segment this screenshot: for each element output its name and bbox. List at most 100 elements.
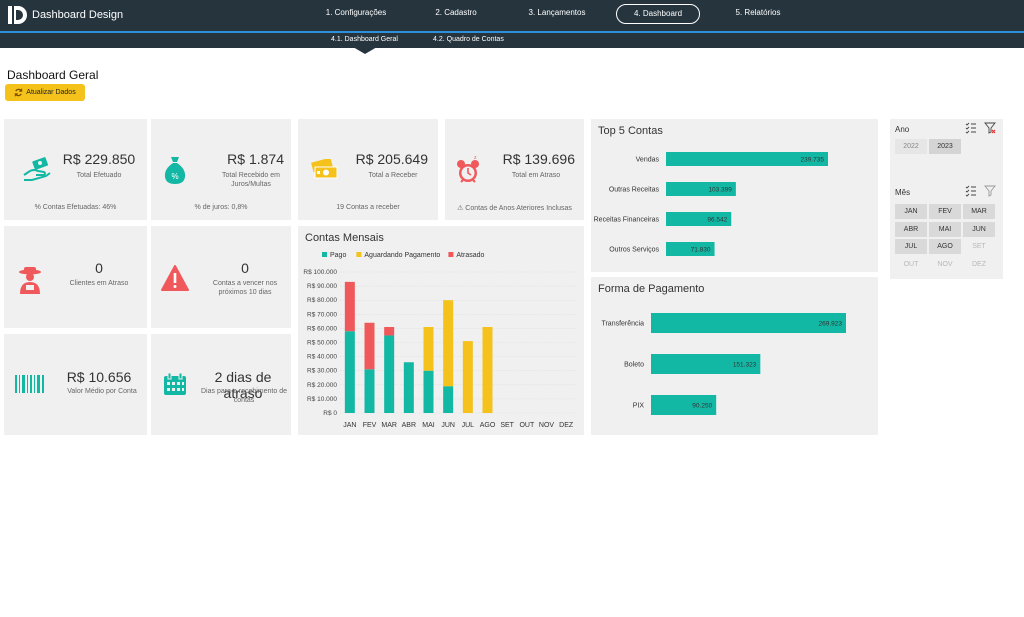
kpi-label: Dias para o recebimento de contas <box>201 388 287 404</box>
slicer-chip-fev[interactable]: FEV <box>929 204 961 219</box>
kpi-card-valor-medio: R$ 10.656 Valor Médio por Conta <box>4 334 147 435</box>
x-tick-label: SET <box>500 422 514 429</box>
kpi-footnote: ⚠ Contas de Anos Ateriores Inclusas <box>445 204 584 212</box>
top5-title: Top 5 Contas <box>598 125 663 137</box>
kpi-label: Total Recebido em Juros/Multas <box>222 172 280 188</box>
multi-select-icon[interactable] <box>965 122 977 134</box>
bar-segment <box>423 370 434 413</box>
y-tick-label: R$ 70.000 <box>307 311 337 318</box>
bar-category-label: Transferência <box>601 321 644 328</box>
nav-lancamentos[interactable]: 3. Lançamentos <box>528 8 586 17</box>
bar <box>666 182 736 196</box>
kpi-label: Contas a vencer nos próximos 10 dias <box>212 280 278 296</box>
nav-relatorios[interactable]: 5. Relatórios <box>735 8 781 17</box>
clear-filter-icon[interactable] <box>984 185 996 197</box>
bar-segment <box>403 362 414 413</box>
slicer-chip-set[interactable]: SET <box>972 243 986 250</box>
monthly-accounts-chart-panel: Contas Mensais Pago Aguardando Pagamento A… <box>298 226 584 435</box>
refresh-data-button[interactable]: Atualizar Dados <box>5 84 85 101</box>
subnav-dashboard-geral[interactable]: 4.1. Dashboard Geral <box>331 36 398 43</box>
bar-category-label: Vendas <box>636 157 660 164</box>
clear-filter-icon[interactable] <box>984 122 996 134</box>
bar-segment <box>423 326 434 371</box>
kpi-value: R$ 1.874 <box>227 151 284 167</box>
bar-value-label: 90.250 <box>692 403 712 410</box>
slicer-chip-jul[interactable]: JUL <box>895 239 927 254</box>
bar-segment <box>364 369 375 413</box>
slicer-chip-mar[interactable]: MAR <box>963 204 995 219</box>
kpi-value: 0 <box>241 260 249 276</box>
bar-segment <box>384 335 395 413</box>
kpi-label: Clientes em Atraso <box>69 280 129 287</box>
bar <box>651 313 846 333</box>
bar-segment <box>443 300 454 387</box>
x-tick-label: NOV <box>539 422 555 429</box>
y-tick-label: R$ 80.000 <box>307 297 337 304</box>
slicer-chip-out[interactable]: OUT <box>903 260 919 268</box>
slicer-chip-ago[interactable]: AGO <box>929 239 961 254</box>
nav-configuracoes[interactable]: 1. Configurações <box>325 8 387 17</box>
slicer-chip-2022[interactable]: 2022 <box>895 139 927 154</box>
nav-cadastro[interactable]: 2. Cadastro <box>435 8 477 17</box>
page-title: Dashboard Geral <box>7 68 99 82</box>
legend-swatch <box>322 252 327 257</box>
bar-value-label: 269.923 <box>819 321 843 328</box>
y-tick-label: R$ 30.000 <box>307 368 337 375</box>
kpi-footnote: 19 Contas a receber <box>336 204 400 211</box>
bar-category-label: Boleto <box>624 362 644 369</box>
app-logo[interactable]: Dashboard Design <box>7 5 123 25</box>
y-tick-label: R$ 60.000 <box>307 325 337 332</box>
bar-category-label: Receitas Financeiras <box>594 217 660 224</box>
legend-label: Pago <box>330 252 346 259</box>
x-tick-label: JUN <box>441 422 455 429</box>
x-tick-label: ABR <box>402 422 416 429</box>
bar-category-label: PIX <box>633 403 645 410</box>
svg-text:z: z <box>474 155 477 161</box>
kpi-value: R$ 205.649 <box>355 151 428 167</box>
calendar-icon <box>164 372 186 395</box>
money-bag-icon: % <box>164 157 186 184</box>
nav-dashboard[interactable]: 4. Dashboard <box>616 4 700 24</box>
bar-value-label: 239.735 <box>801 157 825 164</box>
kpi-card-contas-vencer: 0 Contas a vencer nos próximos 10 dias <box>151 226 291 328</box>
kpi-card-clientes-atraso: 0 Clientes em Atraso <box>4 226 147 328</box>
y-tick-label: R$ 40.000 <box>307 354 337 361</box>
x-tick-label: AGO <box>480 422 496 429</box>
bar-value-label: 71.830 <box>691 247 711 254</box>
payment-method-chart: Transferência 269.923 Boleto 151.323 PIX 90.2… <box>601 313 846 415</box>
x-tick-label: FEV <box>363 422 377 429</box>
multi-select-icon[interactable] <box>965 185 977 197</box>
bar <box>651 395 717 415</box>
slicer-chip-jan[interactable]: JAN <box>895 204 927 219</box>
y-tick-label: R$ 10.000 <box>307 396 337 403</box>
slicer-chip-jun[interactable]: JUN <box>963 221 995 237</box>
kpi-value: R$ 10.656 <box>66 369 132 385</box>
app-name: Dashboard Design <box>32 9 124 21</box>
slicer-chip-2023[interactable]: 2023 <box>929 139 961 154</box>
y-tick-label: R$ 100.000 <box>303 269 337 276</box>
slicer-chip-dez[interactable]: DEZ <box>972 260 986 268</box>
kpi-label: Total a Receber <box>368 172 418 179</box>
bar-segment <box>482 326 493 413</box>
kpi-card-em-atraso: z R$ 139.696 Total em Atraso ⚠ Contas de… <box>445 119 584 220</box>
kpi-value: 0 <box>95 260 103 276</box>
y-tick-label: R$ 0 <box>323 410 337 417</box>
kpi-value: R$ 229.850 <box>62 151 136 167</box>
subnav-quadro-contas[interactable]: 4.2. Quadro de Contas <box>433 36 504 43</box>
bar-value-label: 103.399 <box>708 187 732 194</box>
kpi-footnote-text: Contas de Anos Ateriores Inclusas <box>465 205 572 212</box>
chart-title: Contas Mensais <box>305 232 384 244</box>
kpi-footnote: % de juros: 0,8% <box>194 204 248 211</box>
legend-label: Aguardando Pagamento <box>364 252 440 259</box>
slicer-chip-mai[interactable]: MAI <box>929 221 961 237</box>
nav-divider <box>0 31 1024 33</box>
bar <box>651 354 761 374</box>
slicer-chip-nov[interactable]: NOV <box>937 260 953 268</box>
active-subnav-indicator <box>353 47 377 54</box>
slicer-chip-abr[interactable]: ABR <box>895 221 927 237</box>
x-tick-label: MAI <box>422 422 435 429</box>
kpi-card-dias-atraso: 2 dias de atraso Dias para o recebimento… <box>151 334 291 435</box>
x-tick-label: MAR <box>381 422 397 429</box>
refresh-icon <box>15 88 23 97</box>
svg-text:%: % <box>171 172 178 181</box>
